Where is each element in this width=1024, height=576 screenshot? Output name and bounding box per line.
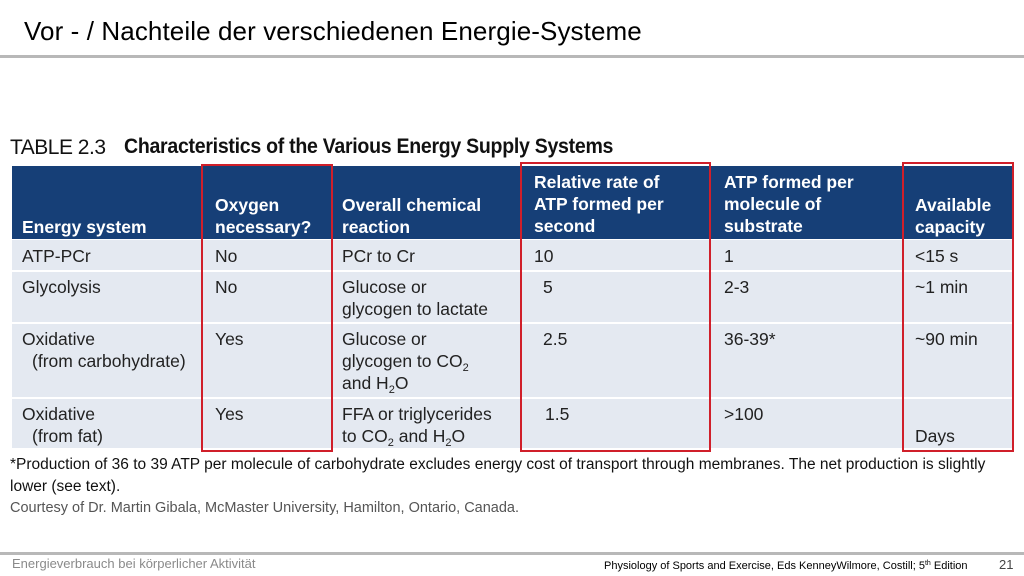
cell-oxygen: Yes [215, 329, 244, 349]
cell-reaction: Glucose or glycogen to CO2 and H2O [342, 329, 469, 396]
cell-rate: 1.5 [545, 404, 570, 424]
cell-reaction: Glucose or glycogen to lactate [342, 277, 488, 319]
courtesy-note: Courtesy of Dr. Martin Gibala, McMaster … [10, 500, 520, 516]
cell-capacity: ~1 min [915, 277, 969, 297]
row-separator [12, 397, 1014, 399]
table-body [12, 240, 1014, 448]
cell-reaction: FFA or triglycerides to CO2 and H2O [342, 404, 492, 449]
cell-system: ATP-PCr [22, 246, 91, 266]
cell-capacity: <15 s [915, 246, 959, 266]
table-footnote: *Production of 36 to 39 ATP per molecule… [10, 456, 986, 495]
title-divider [0, 55, 1024, 58]
cell-oxygen: Yes [215, 404, 244, 424]
cell-reaction: PCr to Cr [342, 246, 415, 266]
slide-title: Vor - / Nachteile der verschiedenen Ener… [24, 16, 642, 46]
header-oxygen: Oxygen necessary? [215, 195, 312, 237]
header-energy-system: Energy system [22, 217, 147, 237]
cell-system: Oxidative (from fat) [22, 404, 103, 446]
cell-capacity: ~90 min [915, 329, 978, 349]
footer-citation: Physiology of Sports and Exercise, Eds K… [604, 560, 968, 572]
cell-atp: 1 [724, 246, 734, 266]
highlight-oxygen-column [201, 164, 333, 452]
cell-atp: 36-39* [724, 329, 776, 349]
cell-system: Glycolysis [22, 277, 101, 297]
row-separator [12, 322, 1014, 324]
highlight-rate-column [520, 162, 711, 452]
cell-oxygen: No [215, 246, 238, 266]
header-capacity: Available capacity [915, 195, 992, 237]
table-number: TABLE 2.3 [10, 136, 106, 159]
footer-topic: Energieverbrauch bei körperlicher Aktivi… [12, 556, 256, 571]
cell-oxygen: No [215, 277, 238, 297]
cell-rate: 2.5 [543, 329, 568, 349]
cell-system: Oxidative (from carbohydrate) [22, 329, 186, 371]
cell-atp: 2-3 [724, 277, 750, 297]
cell-atp: >100 [724, 404, 764, 424]
table-header [12, 166, 1014, 239]
table-caption: Characteristics of the Various Energy Su… [124, 135, 614, 158]
header-rate: Relative rate of ATP formed per second [534, 172, 664, 236]
cell-capacity: Days [915, 426, 955, 446]
header-reaction: Overall chemical reaction [342, 195, 482, 237]
cell-rate: 5 [543, 277, 553, 297]
header-atp-per-molecule: ATP formed per molecule of substrate [724, 172, 854, 236]
row-separator [12, 270, 1014, 272]
highlight-capacity-column [902, 162, 1014, 452]
cell-rate: 10 [534, 246, 554, 266]
page-number: 21 [999, 557, 1014, 572]
footer-divider [0, 552, 1024, 555]
